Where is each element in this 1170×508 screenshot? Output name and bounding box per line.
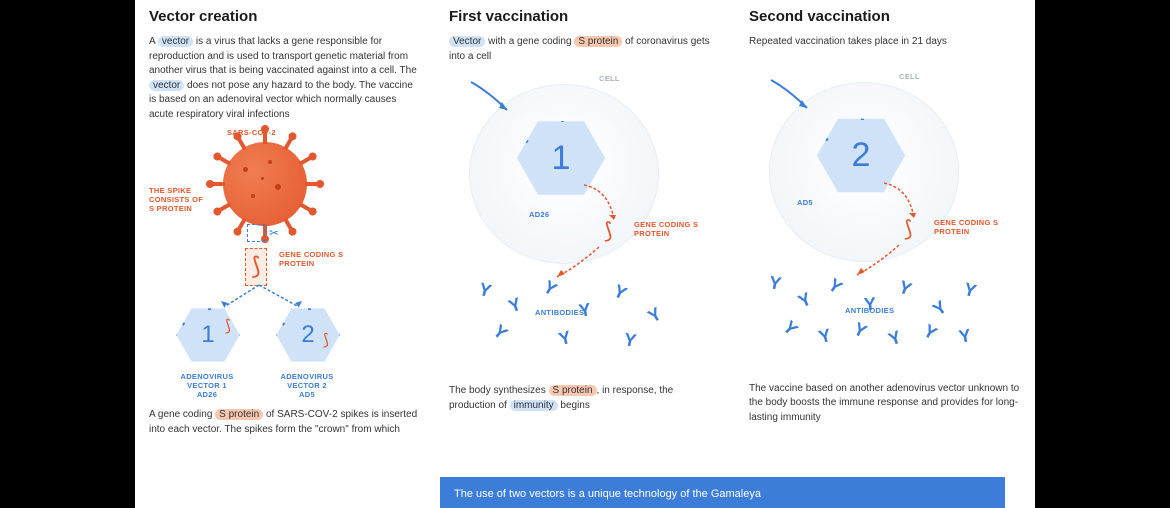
gene-coding-icon: ⟆	[245, 248, 267, 286]
antibody-icon: Y	[778, 316, 801, 339]
col3-title: Second vaccination	[749, 8, 1021, 25]
label-ad26: AD26	[529, 210, 549, 219]
col3-diagram: CELL 2 AD5	[749, 68, 1021, 378]
column-first-vaccination: First vaccination Vector with a gene cod…	[435, 0, 735, 508]
helix-icon: ⟆	[251, 255, 260, 279]
col2-para2: The body synthesizes S protein, in respo…	[449, 384, 721, 413]
antibody-icon: Y	[645, 303, 666, 327]
col1-title: Vector creation	[149, 8, 421, 25]
antibody-icon: Y	[767, 272, 782, 295]
antibody-icon: Y	[610, 280, 630, 304]
label-gene: GENE CODING S PROTEIN	[279, 250, 349, 268]
antibody-icon: Y	[489, 321, 512, 345]
label-gene: GENE CODING S PROTEIN	[934, 218, 1004, 236]
label-antibodies: ANTIBODIES	[535, 308, 584, 317]
column-second-vaccination: Second vaccination Repeated vaccination …	[735, 0, 1035, 508]
footer-banner: The use of two vectors is a unique techn…	[440, 477, 1005, 508]
col3-para2: The vaccine based on another adenovirus …	[749, 382, 1021, 426]
highlight-vector-1: vector	[158, 36, 193, 47]
antibody-icon: Y	[850, 318, 870, 342]
antibody-icon: Y	[795, 288, 815, 312]
label-vector1: ADENOVIRUSVECTOR 1AD26	[167, 372, 247, 399]
label-cell: CELL	[899, 72, 920, 81]
antibody-icon: Y	[476, 279, 493, 302]
antibody-icon: Y	[886, 326, 904, 350]
spike-selection-box	[247, 224, 265, 242]
col2-diagram: CELL 1 AD26	[449, 70, 721, 380]
highlight-sprotein: S protein	[574, 36, 622, 47]
antibody-icon: Y	[929, 296, 951, 320]
antibody-icon: Y	[506, 294, 524, 318]
antibody-icon: Y	[556, 327, 573, 350]
helix-icon: ⟆	[225, 316, 231, 336]
label-antibodies: ANTIBODIES	[845, 306, 894, 315]
helix-icon: ⟆	[604, 220, 613, 242]
antibody-icon: Y	[540, 276, 561, 300]
col2-para1: Vector with a gene coding S protein of c…	[449, 35, 721, 64]
down-arrow-icon	[849, 243, 909, 283]
label-gene: GENE CODING S PROTEIN	[634, 220, 704, 238]
antibody-icon: Y	[816, 324, 833, 347]
antibody-icon: Y	[961, 278, 978, 301]
highlight-vector: Vector	[449, 36, 485, 47]
label-ad5: AD5	[797, 198, 813, 207]
sars-cov2-icon	[223, 142, 307, 226]
down-arrow-icon	[549, 245, 609, 285]
highlight-sprotein: S protein	[215, 409, 263, 420]
highlight-sprotein: S protein	[549, 385, 597, 396]
antibody-icon: Y	[920, 320, 941, 344]
col1-para2: A gene coding S protein of SARS-COV-2 sp…	[149, 408, 421, 437]
label-spike: THE SPIKE CONSISTS OF S PROTEIN	[149, 186, 209, 213]
col3-para1: Repeated vaccination takes place in 21 d…	[749, 35, 1021, 50]
antibody-icon: Y	[622, 329, 637, 352]
antibody-icon: Y	[957, 325, 972, 348]
column-vector-creation: Vector creation A vector is a virus that…	[135, 0, 435, 508]
highlight-vector-2: vector	[149, 80, 184, 91]
entry-arrow-icon	[469, 80, 519, 120]
col1-diagram: SARS-COV-2 THE SPI	[149, 128, 421, 388]
helix-icon: ⟆	[323, 330, 329, 350]
label-vector2: ADENOVIRUSVECTOR 2AD5	[267, 372, 347, 399]
scissors-icon: ✂	[269, 226, 279, 240]
helix-icon: ⟆	[904, 218, 913, 240]
infographic-page: Vector creation A vector is a virus that…	[135, 0, 1035, 508]
highlight-immunity: immunity	[510, 400, 558, 411]
entry-arrow-icon	[769, 78, 819, 118]
label-cell: CELL	[599, 74, 620, 83]
col1-para1: A vector is a virus that lacks a gene re…	[149, 35, 421, 122]
antibody-icon: Y	[824, 274, 846, 298]
col2-title: First vaccination	[449, 8, 721, 25]
